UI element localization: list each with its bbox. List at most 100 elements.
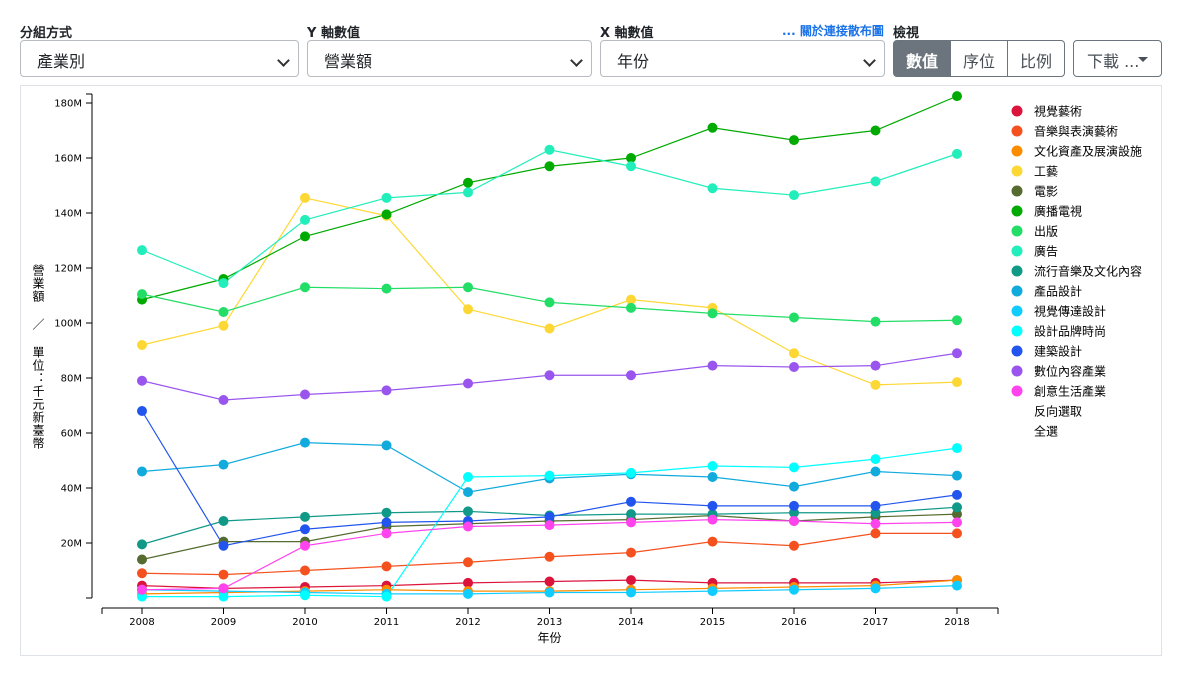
series-line[interactable] bbox=[141, 197, 958, 386]
data-point[interactable] bbox=[789, 500, 799, 511]
data-point[interactable] bbox=[218, 583, 229, 594]
legend-swatch[interactable] bbox=[1011, 205, 1023, 217]
data-point[interactable] bbox=[544, 323, 555, 334]
data-point[interactable] bbox=[300, 192, 310, 203]
data-point[interactable] bbox=[463, 557, 473, 568]
data-point[interactable] bbox=[218, 278, 229, 289]
legend-swatch[interactable] bbox=[1011, 165, 1023, 177]
data-point[interactable] bbox=[626, 517, 636, 528]
data-point[interactable] bbox=[218, 307, 229, 317]
data-point[interactable] bbox=[463, 177, 473, 188]
series-line[interactable] bbox=[141, 442, 958, 493]
data-point[interactable] bbox=[137, 466, 147, 477]
data-point[interactable] bbox=[870, 379, 881, 390]
legend-item-label[interactable]: 出版 bbox=[1034, 225, 1058, 239]
data-point[interactable] bbox=[381, 440, 392, 451]
data-point[interactable] bbox=[218, 459, 229, 470]
data-point[interactable] bbox=[381, 561, 392, 572]
data-point[interactable] bbox=[870, 583, 881, 594]
data-point[interactable] bbox=[218, 591, 229, 602]
data-point[interactable] bbox=[952, 580, 962, 591]
legend-item-label[interactable]: 流行音樂及文化內容 bbox=[1034, 264, 1142, 279]
data-point[interactable] bbox=[870, 518, 881, 529]
legend-swatch[interactable] bbox=[1011, 145, 1023, 157]
data-point[interactable] bbox=[218, 516, 229, 526]
data-point[interactable] bbox=[789, 481, 799, 492]
data-point[interactable] bbox=[463, 577, 473, 588]
y-axis-select[interactable]: 營業額 bbox=[307, 40, 592, 77]
data-point[interactable] bbox=[463, 588, 473, 599]
legend-item-label[interactable]: 文化資產及展演設施 bbox=[1034, 144, 1142, 159]
data-point[interactable] bbox=[870, 125, 881, 136]
data-point[interactable] bbox=[789, 190, 799, 201]
data-point[interactable] bbox=[544, 576, 555, 587]
data-point[interactable] bbox=[300, 214, 310, 225]
data-point[interactable] bbox=[300, 540, 310, 551]
legend-swatch[interactable] bbox=[1011, 285, 1023, 297]
data-point[interactable] bbox=[952, 348, 962, 359]
data-point[interactable] bbox=[870, 466, 881, 477]
data-point[interactable] bbox=[952, 377, 962, 388]
data-point[interactable] bbox=[137, 245, 147, 256]
data-point[interactable] bbox=[544, 370, 555, 381]
data-point[interactable] bbox=[137, 375, 147, 386]
data-point[interactable] bbox=[952, 315, 962, 326]
data-point[interactable] bbox=[626, 467, 636, 478]
data-point[interactable] bbox=[137, 568, 147, 579]
view-ratio-button[interactable]: 比例 bbox=[1007, 40, 1066, 77]
data-point[interactable] bbox=[300, 511, 310, 522]
data-point[interactable] bbox=[707, 183, 718, 194]
legend-item-label[interactable]: 設計品牌時尚 bbox=[1034, 324, 1106, 339]
data-point[interactable] bbox=[626, 153, 636, 163]
data-point[interactable] bbox=[952, 470, 962, 481]
legend-item-label[interactable]: 產品設計 bbox=[1034, 284, 1082, 299]
legend-swatch[interactable] bbox=[1011, 225, 1023, 237]
legend-swatch[interactable] bbox=[1011, 365, 1023, 377]
data-point[interactable] bbox=[789, 516, 799, 526]
data-point[interactable] bbox=[463, 187, 473, 198]
data-point[interactable] bbox=[707, 514, 718, 525]
data-point[interactable] bbox=[381, 528, 392, 539]
data-point[interactable] bbox=[381, 591, 392, 602]
data-point[interactable] bbox=[707, 122, 718, 133]
data-point[interactable] bbox=[544, 587, 555, 598]
data-point[interactable] bbox=[300, 282, 310, 293]
data-point[interactable] bbox=[952, 509, 962, 520]
data-point[interactable] bbox=[463, 472, 473, 482]
data-point[interactable] bbox=[137, 591, 147, 602]
data-point[interactable] bbox=[952, 443, 962, 454]
data-point[interactable] bbox=[707, 500, 718, 511]
legend-swatch[interactable] bbox=[1011, 185, 1023, 197]
data-point[interactable] bbox=[789, 135, 799, 146]
data-point[interactable] bbox=[952, 148, 962, 159]
legend-item-label[interactable]: 建築設計 bbox=[1034, 344, 1082, 359]
x-axis-select[interactable]: 年份 bbox=[600, 40, 885, 77]
data-point[interactable] bbox=[707, 461, 718, 471]
data-point[interactable] bbox=[463, 506, 473, 517]
data-point[interactable] bbox=[626, 370, 636, 381]
legend-item-label[interactable]: 視覺藝術 bbox=[1034, 104, 1082, 119]
data-point[interactable] bbox=[544, 161, 555, 172]
data-point[interactable] bbox=[544, 470, 555, 481]
connected-scatter-link[interactable]: ... 關於連接散布圖 bbox=[782, 24, 884, 38]
data-point[interactable] bbox=[544, 144, 555, 155]
data-point[interactable] bbox=[707, 536, 718, 547]
data-point[interactable] bbox=[870, 528, 881, 539]
data-point[interactable] bbox=[870, 454, 881, 465]
legend-swatch[interactable] bbox=[1011, 345, 1023, 357]
legend-item-label[interactable]: 廣播電視 bbox=[1034, 204, 1082, 219]
data-point[interactable] bbox=[789, 540, 799, 551]
data-point[interactable] bbox=[626, 509, 636, 520]
data-point[interactable] bbox=[626, 547, 636, 558]
legend-swatch[interactable] bbox=[1011, 105, 1023, 117]
data-point[interactable] bbox=[952, 91, 962, 102]
data-point[interactable] bbox=[952, 528, 962, 539]
data-point[interactable] bbox=[544, 551, 555, 562]
data-point[interactable] bbox=[381, 507, 392, 518]
legend-swatch[interactable] bbox=[1011, 385, 1023, 397]
data-point[interactable] bbox=[789, 584, 799, 595]
data-point[interactable] bbox=[870, 316, 881, 327]
data-point[interactable] bbox=[789, 462, 799, 473]
legend-swatch[interactable] bbox=[1011, 125, 1023, 137]
legend-item-label[interactable]: 電影 bbox=[1034, 185, 1058, 199]
